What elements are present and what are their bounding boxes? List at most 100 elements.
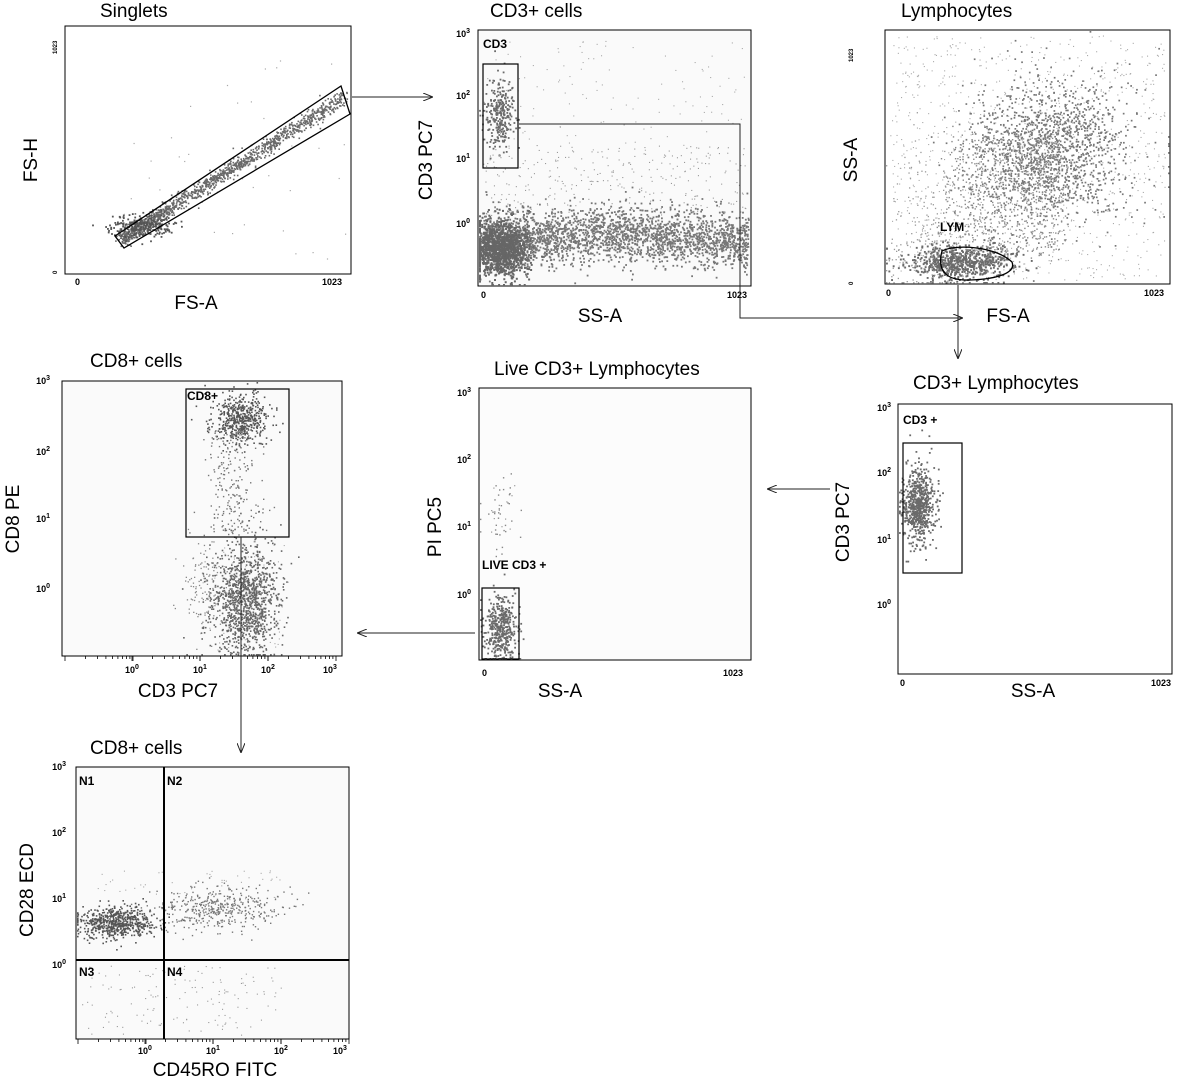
- event-dot: [633, 237, 636, 239]
- event-dot: [579, 268, 582, 271]
- event-dot: [275, 145, 278, 147]
- event-dots: [479, 40, 750, 286]
- event-dot: [144, 232, 147, 235]
- event-dot: [543, 240, 546, 243]
- event-dot: [556, 238, 559, 241]
- event-dot: [215, 181, 218, 184]
- event-dot: [528, 232, 531, 235]
- event-dot: [512, 260, 515, 263]
- event-dot: [524, 224, 527, 227]
- event-dot: [702, 242, 705, 245]
- event-dot: [121, 240, 124, 243]
- event-dot: [184, 194, 186, 196]
- event-dot: [233, 164, 235, 167]
- event-dot: [678, 238, 681, 241]
- event-dot: [698, 247, 701, 249]
- event-dot: [150, 223, 153, 226]
- event-dot: [696, 208, 699, 211]
- event-dot: [698, 252, 701, 255]
- event-dot: [134, 216, 137, 219]
- event-dot: [221, 170, 224, 173]
- event-dot: [245, 160, 247, 163]
- event-dot: [126, 232, 128, 235]
- event-dot: [634, 252, 636, 255]
- event-dot: [689, 245, 692, 248]
- event-dot: [597, 247, 600, 249]
- event-dot: [142, 226, 145, 229]
- event-dot: [515, 230, 518, 233]
- event-dot: [698, 216, 700, 219]
- event-dot: [728, 216, 731, 218]
- event-dot: [600, 208, 602, 210]
- event-dot: [708, 235, 710, 238]
- event-dot: [491, 267, 494, 270]
- event-dot: [718, 211, 721, 214]
- event-dot: [708, 252, 711, 255]
- event-dot: [603, 224, 605, 226]
- event-dot: [704, 263, 706, 266]
- event-dot: [693, 226, 695, 228]
- event-dot: [589, 246, 592, 249]
- event-dot: [697, 248, 700, 251]
- event-dot: [319, 94, 321, 97]
- event-dot: [587, 236, 590, 238]
- event-dot: [719, 236, 722, 238]
- event-dot: [743, 225, 746, 227]
- event-dot: [157, 222, 160, 225]
- event-dot: [608, 243, 611, 246]
- event-dot: [652, 199, 655, 202]
- event-dot: [276, 142, 279, 145]
- event-dot: [659, 233, 661, 236]
- event-dot: [604, 249, 607, 252]
- event-dot: [745, 233, 748, 236]
- event-dot: [723, 236, 726, 239]
- event-dot: [493, 268, 496, 271]
- event-dot: [647, 251, 649, 254]
- event-dot: [289, 130, 292, 133]
- event-dot: [521, 205, 524, 207]
- event-dot: [501, 247, 504, 250]
- event-dot: [727, 234, 729, 237]
- event-dot: [556, 239, 558, 242]
- event-dot: [555, 267, 558, 270]
- event-dot: [147, 226, 150, 228]
- event-dot: [547, 223, 550, 226]
- event-dot: [726, 241, 729, 244]
- event-dot: [729, 257, 731, 260]
- event-dot: [540, 264, 543, 267]
- event-dot: [513, 232, 516, 235]
- event-dot: [588, 227, 590, 229]
- event-dot: [662, 245, 664, 248]
- event-dot: [513, 280, 516, 283]
- event-dot: [618, 226, 621, 228]
- event-dot: [589, 258, 592, 260]
- event-dot: [591, 231, 594, 233]
- event-dot: [266, 143, 268, 146]
- event-dot: [533, 244, 536, 247]
- event-dot: [339, 99, 341, 102]
- event-dot: [526, 244, 529, 246]
- event-dot: [501, 257, 504, 260]
- event-dot: [700, 261, 703, 263]
- event-dot: [165, 216, 168, 219]
- event-dot: [334, 103, 337, 106]
- event-dot: [197, 207, 200, 209]
- event-dot: [499, 231, 502, 234]
- event-dot: [182, 196, 185, 198]
- event-dot: [522, 217, 525, 220]
- event-dot: [298, 129, 300, 132]
- event-dot: [274, 135, 276, 138]
- event-dot: [641, 228, 644, 230]
- event-dot: [575, 242, 577, 245]
- event-dot: [346, 98, 349, 100]
- event-dot: [191, 192, 193, 194]
- event-dot: [253, 158, 256, 161]
- event-dot: [154, 218, 156, 220]
- event-dot: [164, 218, 166, 220]
- event-dot: [228, 163, 231, 165]
- event-dot: [320, 110, 323, 113]
- event-dot: [687, 241, 690, 244]
- event-dot: [731, 229, 734, 232]
- event-dot: [171, 209, 173, 212]
- event-dot: [644, 209, 647, 212]
